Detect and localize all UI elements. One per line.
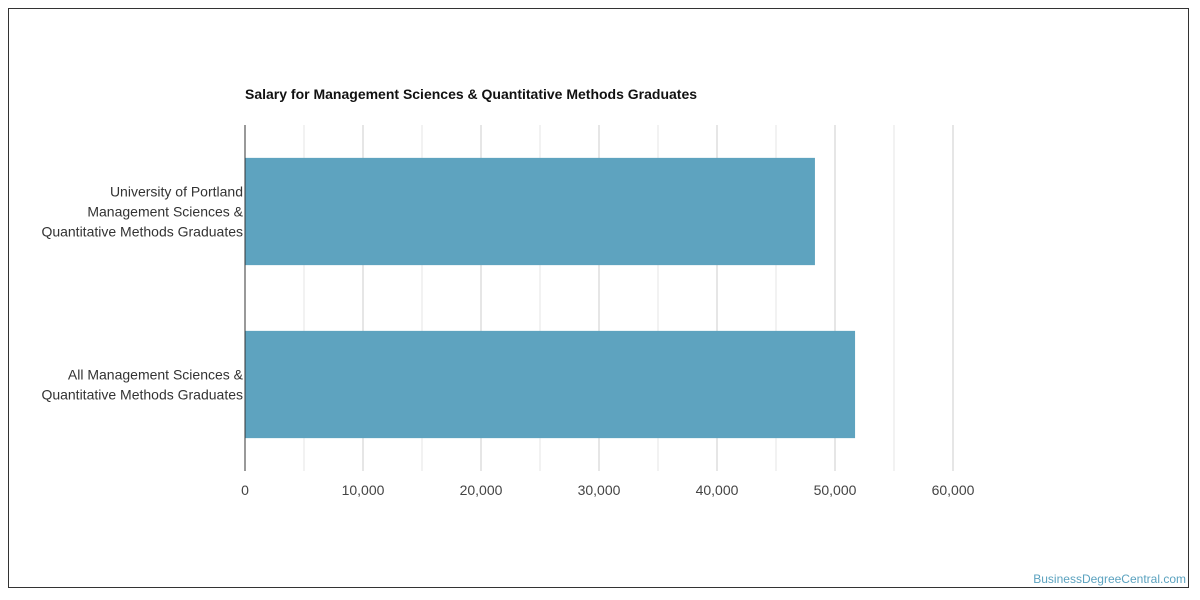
bar-2[interactable] (245, 330, 856, 439)
chart-title: Salary for Management Sciences & Quantit… (245, 86, 697, 102)
category-label-2: All Management Sciences & Quantitative Me… (41, 367, 243, 403)
bars-group (245, 157, 856, 439)
x-tick-label: 20,000 (460, 482, 503, 498)
category-label-1: University of Portland Management Science… (41, 184, 243, 240)
x-axis-tick-labels: 0 10,000 20,000 30,000 40,000 50,000 60,000 (241, 482, 975, 498)
x-tick-label: 50,000 (814, 482, 857, 498)
x-tick-label: 30,000 (578, 482, 621, 498)
x-tick-label: 60,000 (932, 482, 975, 498)
bar-1[interactable] (245, 157, 815, 266)
x-tick-label: 0 (241, 482, 249, 498)
x-tick-label: 10,000 (342, 482, 385, 498)
x-tick-label: 40,000 (696, 482, 739, 498)
category-labels: University of Portland Management Science… (41, 184, 243, 403)
watermark-link[interactable]: BusinessDegreeCentral.com (1033, 572, 1186, 586)
